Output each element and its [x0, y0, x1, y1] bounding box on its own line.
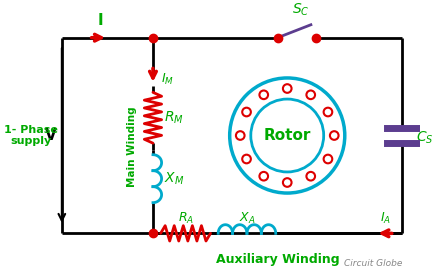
Text: $X_A$: $X_A$ [239, 211, 255, 226]
Text: Rotor: Rotor [264, 128, 311, 143]
Text: $R_M$: $R_M$ [165, 110, 184, 126]
Text: $R_A$: $R_A$ [178, 211, 194, 226]
Circle shape [236, 131, 245, 140]
Circle shape [323, 155, 332, 163]
Circle shape [307, 172, 315, 181]
Text: Main Winding: Main Winding [127, 107, 137, 187]
Text: I: I [97, 13, 103, 28]
Text: V: V [45, 128, 56, 143]
Circle shape [307, 90, 315, 99]
Circle shape [259, 172, 268, 181]
Circle shape [242, 108, 251, 116]
Text: Circuit Globe: Circuit Globe [344, 259, 402, 268]
Circle shape [283, 84, 291, 93]
Circle shape [259, 90, 268, 99]
Text: $X_M$: $X_M$ [165, 170, 185, 187]
Text: $I_A$: $I_A$ [380, 211, 391, 226]
Circle shape [242, 155, 251, 163]
Circle shape [283, 178, 291, 187]
Circle shape [330, 131, 339, 140]
Text: $C_S$: $C_S$ [416, 129, 433, 146]
Text: $I_M$: $I_M$ [161, 72, 174, 87]
Text: 1- Phase
supply: 1- Phase supply [4, 125, 58, 146]
Text: Auxiliary Winding: Auxiliary Winding [216, 252, 339, 266]
Text: $S_C$: $S_C$ [292, 2, 310, 18]
Circle shape [323, 108, 332, 116]
